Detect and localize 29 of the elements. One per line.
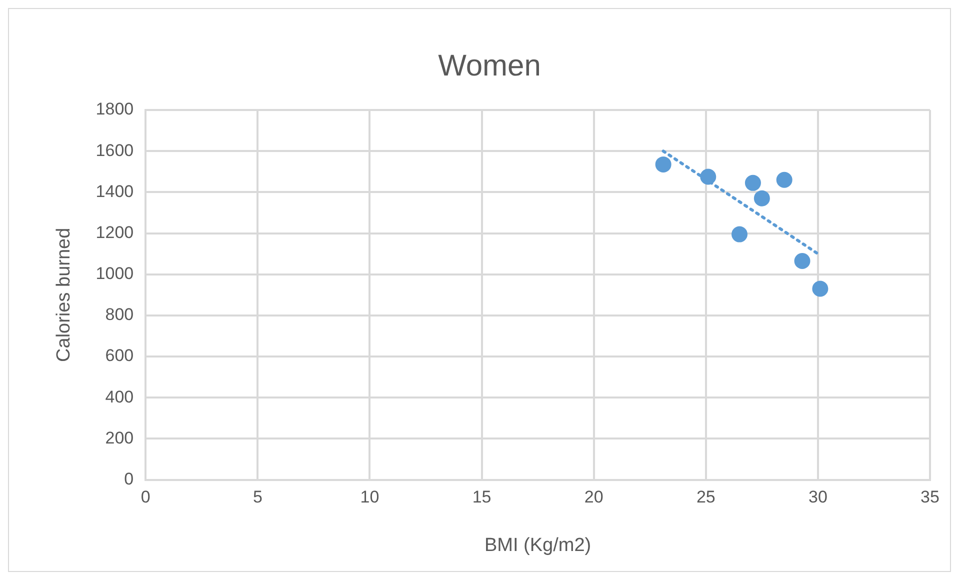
- y-tick-label: 200: [105, 428, 134, 448]
- point: [744, 174, 761, 191]
- y-tick-label: 1600: [96, 140, 134, 160]
- point: [776, 172, 792, 188]
- y-tick-label: 1800: [96, 100, 134, 119]
- y-tick-label: 1200: [96, 222, 134, 242]
- x-tick-label: 20: [584, 488, 604, 507]
- x-tick-label: 25: [696, 488, 716, 507]
- chart-title: Women: [438, 49, 541, 82]
- point: [732, 226, 748, 242]
- x-tick-label: 5: [252, 488, 262, 507]
- y-tick-label: 800: [105, 305, 134, 324]
- y-tick-label: 0: [124, 469, 134, 488]
- y-tick-label: 1000: [96, 264, 134, 284]
- point: [812, 280, 828, 297]
- y-axis-title: Calories burned: [54, 228, 75, 362]
- y-tick-label: 600: [105, 346, 134, 366]
- point: [754, 190, 770, 206]
- point: [700, 168, 716, 185]
- x-tick-label: 0: [140, 488, 150, 507]
- point: [794, 253, 810, 269]
- y-tick-label: 1400: [96, 182, 134, 201]
- y-tick-label: 400: [105, 387, 134, 406]
- point: [655, 156, 672, 172]
- x-tick-label: 30: [808, 488, 828, 507]
- x-tick-label: 15: [472, 488, 492, 507]
- x-axis-title: BMI (Kg/m2): [484, 534, 592, 556]
- x-tick-label: 35: [920, 488, 940, 507]
- x-tick-label: 10: [360, 488, 380, 507]
